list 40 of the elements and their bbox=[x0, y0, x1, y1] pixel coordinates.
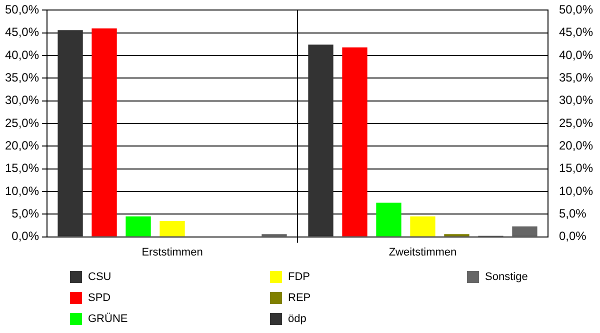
y2-tick-label: 5,0% bbox=[558, 206, 587, 220]
bar bbox=[160, 220, 185, 236]
x-tick-label: Erststimmen bbox=[142, 246, 203, 258]
bar bbox=[376, 202, 402, 236]
y2-tick-label: 40,0% bbox=[558, 48, 594, 62]
y-tick-label: 15,0% bbox=[4, 161, 40, 176]
y2-tick-label: 20,0% bbox=[558, 138, 594, 152]
y-tick-label: 30,0% bbox=[4, 93, 40, 108]
y-tick-label: 35,0% bbox=[4, 70, 40, 84]
y-tick-label: 20,0% bbox=[4, 138, 40, 152]
bar bbox=[58, 30, 83, 236]
legend-label: Sonstige bbox=[485, 270, 528, 282]
bar bbox=[342, 47, 368, 236]
y-tick-label: 25,0% bbox=[4, 116, 40, 130]
bar bbox=[92, 28, 117, 236]
bar bbox=[410, 216, 436, 236]
legend-label: SPD bbox=[88, 292, 111, 304]
y2-tick-label: 25,0% bbox=[558, 116, 594, 130]
y2-tick-label: 30,0% bbox=[558, 93, 594, 108]
y2-tick-label: 10,0% bbox=[558, 184, 594, 198]
bar bbox=[126, 216, 151, 236]
y-tick-label: 40,0% bbox=[4, 48, 40, 62]
legend-label: GRÜNE bbox=[88, 312, 128, 324]
legend-label: CSU bbox=[88, 270, 112, 282]
y2-tick-label: 35,0% bbox=[558, 70, 594, 84]
bar bbox=[512, 226, 538, 236]
y2-tick-label: 15,0% bbox=[558, 161, 594, 176]
bar bbox=[308, 44, 334, 236]
y-tick-label: 50,0% bbox=[4, 2, 40, 17]
y-tick-label: 10,0% bbox=[4, 184, 40, 198]
y-tick-label: 0,0% bbox=[12, 229, 40, 244]
y2-tick-label: 45,0% bbox=[558, 25, 594, 40]
y2-tick-label: 0,0% bbox=[558, 229, 587, 244]
y-tick-label: 5,0% bbox=[12, 206, 40, 220]
y2-tick-label: 50,0% bbox=[558, 2, 594, 17]
x-tick-label: Zweitstimmen bbox=[388, 246, 457, 258]
legend-label: FDP bbox=[288, 270, 310, 282]
y-tick-label: 45,0% bbox=[4, 25, 40, 40]
legend-label: ödp bbox=[288, 312, 306, 324]
legend-label: REP bbox=[288, 292, 311, 304]
